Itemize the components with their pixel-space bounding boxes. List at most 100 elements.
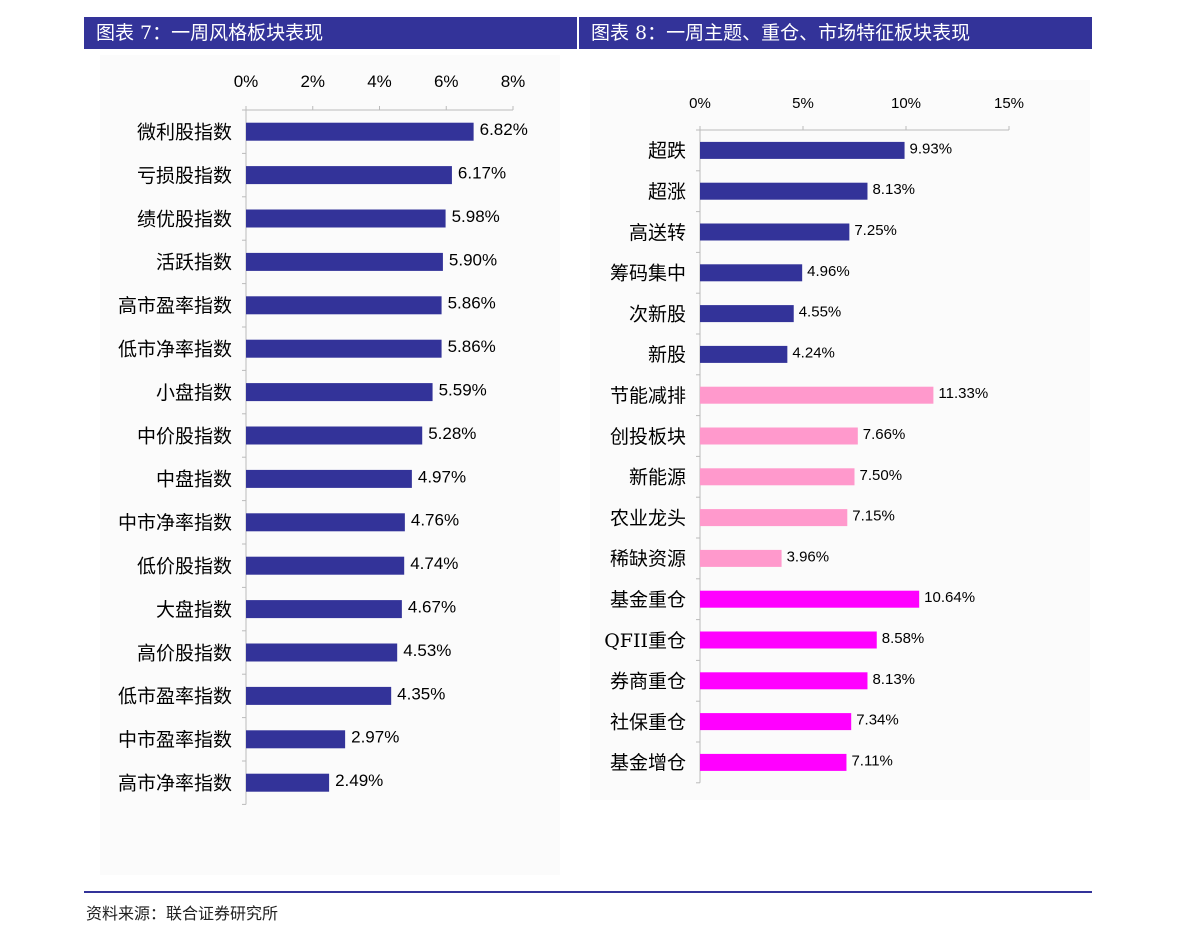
- style-chart-data-label: 4.67%: [408, 598, 456, 617]
- style-chart-data-label: 5.28%: [428, 424, 476, 443]
- style-chart-bar: [246, 513, 405, 532]
- style-chart-data-label: 4.97%: [418, 467, 466, 486]
- theme-chart-data-label: 7.34%: [856, 712, 899, 729]
- theme-chart-bar: [700, 141, 905, 159]
- style-chart-category-label: 高市净率指数: [118, 773, 232, 795]
- style-chart-category-label: 绩优股指数: [137, 208, 232, 230]
- style-chart-tick-label: 0%: [234, 72, 259, 91]
- style-chart-bar: [246, 686, 392, 705]
- style-chart-data-label: 5.59%: [439, 381, 487, 400]
- style-chart-bar: [246, 339, 442, 358]
- theme-chart-category-label: QFII重仓: [604, 630, 686, 652]
- theme-chart-category-label: 高送转: [629, 222, 686, 244]
- style-chart-bar: [246, 383, 433, 402]
- theme-chart-data-label: 4.55%: [799, 304, 842, 321]
- source-note: 资料来源：联合证券研究所: [86, 904, 279, 923]
- theme-chart-data-label: 8.13%: [872, 181, 915, 198]
- theme-chart-data-label: 11.33%: [938, 385, 988, 402]
- theme-chart-category-label: 超涨: [648, 181, 686, 203]
- theme-chart-tick-label: 10%: [891, 95, 921, 112]
- left-chart-header: 图表 7：一周风格板块表现: [84, 17, 577, 49]
- theme-chart-category-label: 新股: [648, 344, 686, 366]
- style-chart-tick-label: 2%: [300, 72, 325, 91]
- style-chart-category-label: 中价股指数: [137, 425, 232, 447]
- theme-chart-category-label: 新能源: [629, 467, 686, 489]
- theme-chart-bar: [700, 672, 868, 690]
- style-chart-category-label: 亏损股指数: [137, 165, 232, 187]
- theme-chart-bar: [700, 182, 868, 200]
- theme-sector-bar-chart: 0% 5% 10% 15% 超跌 9.93% 超涨 8.13% 高送转 7.25% 筹码集中 4.96…: [590, 80, 1090, 800]
- theme-chart-data-label: 3.96%: [787, 548, 830, 565]
- style-chart-bar: [246, 426, 423, 445]
- style-chart-category-label: 小盘指数: [156, 382, 232, 404]
- theme-chart-category-label: 券商重仓: [610, 671, 686, 693]
- theme-chart-category-label: 次新股: [629, 303, 686, 325]
- style-chart-category-label: 低市净率指数: [118, 339, 232, 361]
- style-chart-data-label: 5.98%: [452, 207, 500, 226]
- theme-chart-category-label: 社保重仓: [610, 711, 686, 733]
- style-chart-category-label: 中市盈率指数: [118, 729, 232, 751]
- style-chart-bar: [246, 252, 443, 271]
- style-chart-data-label: 4.76%: [411, 511, 459, 530]
- style-chart-tick-label: 4%: [367, 72, 392, 91]
- style-chart-category-label: 中市净率指数: [118, 512, 232, 534]
- style-chart-bar: [246, 643, 398, 662]
- style-sector-chart-svg: 0% 2% 4% 6% 8% 微利股指数 6.82% 亏损股指数 6.17% 绩优股指数 5.98%…: [100, 55, 560, 875]
- theme-chart-category-label: 创投板块: [610, 426, 686, 448]
- style-chart-bar: [246, 209, 446, 228]
- style-chart-bar: [246, 556, 405, 575]
- theme-chart-data-label: 4.96%: [807, 263, 850, 280]
- theme-chart-data-label: 7.15%: [852, 508, 895, 525]
- theme-chart-category-label: 基金重仓: [610, 589, 686, 611]
- theme-chart-data-label: 10.64%: [924, 589, 975, 606]
- theme-chart-bar: [700, 223, 850, 241]
- style-chart-category-label: 高价股指数: [137, 642, 232, 664]
- style-chart-data-label: 6.82%: [480, 120, 528, 139]
- style-chart-data-label: 6.17%: [458, 164, 506, 183]
- style-chart-category-label: 微利股指数: [137, 122, 232, 144]
- theme-chart-bar: [700, 509, 848, 527]
- theme-chart-bar: [700, 713, 852, 731]
- theme-chart-bar: [700, 753, 847, 771]
- theme-chart-category-label: 筹码集中: [610, 263, 686, 285]
- theme-chart-bar: [700, 386, 934, 404]
- theme-chart-data-label: 8.58%: [882, 630, 925, 647]
- theme-chart-tick-label: 15%: [994, 95, 1024, 112]
- theme-chart-bar: [700, 549, 782, 567]
- theme-chart-bar: [700, 305, 794, 323]
- style-chart-data-label: 2.97%: [351, 728, 399, 747]
- style-chart-data-label: 5.90%: [449, 250, 497, 269]
- style-chart-bar: [246, 296, 442, 315]
- theme-chart-data-label: 7.66%: [863, 426, 906, 443]
- style-chart-tick-label: 6%: [434, 72, 459, 91]
- theme-chart-tick-label: 5%: [792, 95, 814, 112]
- style-chart-tick-label: 8%: [501, 72, 526, 91]
- theme-chart-tick-label: 0%: [689, 95, 711, 112]
- theme-chart-category-label: 超跌: [648, 140, 686, 162]
- theme-chart-data-label: 7.50%: [860, 467, 903, 484]
- style-sector-bar-chart: 0% 2% 4% 6% 8% 微利股指数 6.82% 亏损股指数 6.17% 绩优股指数 5.98%…: [100, 55, 560, 875]
- theme-chart-bar: [700, 264, 803, 282]
- style-chart-category-label: 低市盈率指数: [118, 686, 232, 708]
- right-chart-header: 图表 8：一周主题、重仓、市场特征板块表现: [579, 17, 1092, 49]
- style-chart-bar: [246, 773, 330, 792]
- theme-chart-data-label: 7.25%: [854, 222, 897, 239]
- style-chart-data-label: 4.53%: [403, 641, 451, 660]
- theme-chart-data-label: 7.11%: [851, 752, 892, 769]
- style-chart-bar: [246, 469, 412, 488]
- theme-chart-bar: [700, 427, 858, 445]
- style-chart-data-label: 4.74%: [410, 554, 458, 573]
- theme-chart-data-label: 9.93%: [910, 140, 953, 157]
- theme-sector-chart-svg: 0% 5% 10% 15% 超跌 9.93% 超涨 8.13% 高送转 7.25% 筹码集中 4.96…: [590, 80, 1090, 800]
- style-chart-bar: [246, 122, 474, 141]
- style-chart-category-label: 中盘指数: [156, 469, 232, 491]
- style-chart-category-label: 活跃指数: [156, 252, 232, 274]
- theme-chart-data-label: 8.13%: [872, 671, 915, 688]
- theme-chart-bar: [700, 631, 877, 649]
- theme-chart-bar: [700, 468, 855, 486]
- theme-chart-data-label: 4.24%: [792, 344, 835, 361]
- theme-chart-category-label: 农业龙头: [610, 507, 686, 529]
- style-chart-category-label: 大盘指数: [156, 599, 232, 621]
- theme-chart-bar: [700, 345, 788, 363]
- style-chart-data-label: 4.35%: [397, 684, 445, 703]
